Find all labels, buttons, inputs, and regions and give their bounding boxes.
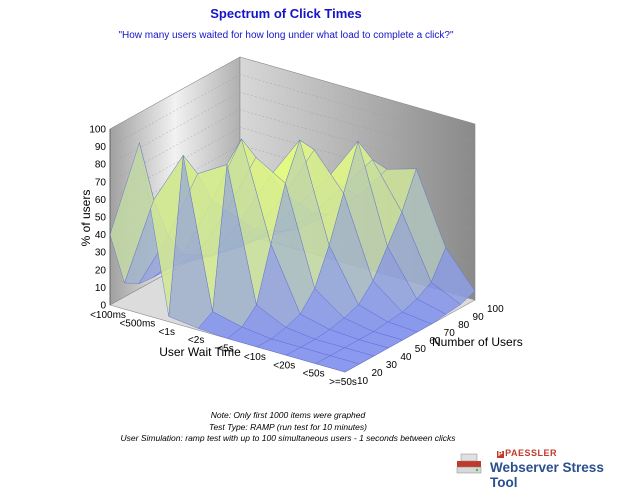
company-logo: P PAESSLER (497, 448, 558, 458)
y-tick-label: 60 (429, 336, 441, 347)
z-axis-label: % of users (79, 190, 93, 247)
product-name: Webserver Stress Tool (490, 460, 604, 490)
x-tick-label: <10s (244, 352, 266, 363)
x-tick-label: <5s (217, 344, 233, 355)
x-tick-label: <50s (303, 369, 325, 380)
y-axis-label: Number of Users (432, 335, 523, 349)
y-tick-label: 40 (400, 352, 412, 363)
surface (109, 138, 476, 373)
server-icon (456, 453, 482, 474)
x-tick-label: >=50s (329, 377, 357, 388)
y-tick-label: 30 (386, 360, 398, 371)
chart-subtitle: "How many users waited for how long unde… (118, 30, 454, 41)
z-tick-label: 100 (89, 125, 106, 136)
z-tick-label: 60 (95, 195, 107, 206)
x-tick-label: <500ms (119, 318, 155, 329)
y-tick-label: 20 (371, 368, 383, 379)
z-tick-label: 0 (100, 301, 106, 312)
y-tick-label: 10 (357, 376, 369, 387)
chart-notes: Note: Only first 1000 items were graphed… (0, 410, 576, 445)
y-tick-label: 50 (415, 344, 427, 355)
y-tick-label: 90 (473, 312, 485, 323)
x-tick-label: <2s (188, 335, 204, 346)
x-ticks: <100ms<500ms <1s <2s <5s <10s <20s <50s >=50s (90, 310, 357, 388)
gridline (109, 74, 476, 147)
z-tick-label: 30 (95, 248, 107, 259)
x-tick-label: <100ms (90, 310, 126, 321)
gridline (109, 127, 476, 200)
z-tick-label: 20 (95, 265, 107, 276)
gridline (109, 109, 476, 182)
z-tick-label: 90 (95, 142, 107, 153)
z-tick-label: 50 (95, 213, 107, 224)
z-tick-label: 10 (95, 283, 107, 294)
gridline (109, 91, 476, 165)
surface-cell (109, 141, 155, 284)
y-tick-label: 100 (487, 304, 504, 315)
x-tick-label: <20s (273, 360, 295, 371)
y-tick-label: 70 (444, 328, 456, 339)
note-test-type: Test Type: RAMP (run test for 10 minutes… (209, 421, 367, 432)
note-user-simulation: User Simulation: ramp test with up to 10… (120, 433, 456, 443)
y-tick-label: 80 (458, 320, 470, 331)
chart-title: Spectrum of Click Times (210, 6, 362, 21)
z-tick-label: 70 (95, 177, 107, 188)
note-items-graphed: Note: Only first 1000 items were graphed (210, 410, 366, 420)
x-tick-label: <1s (159, 327, 175, 338)
gridline (109, 56, 476, 130)
z-tick-label: 40 (95, 230, 107, 241)
x-axis-label: User Wait Time (159, 345, 241, 359)
z-tick-label: 80 (95, 160, 107, 171)
z-ticks: 0 10 20 30 40 50 60 70 80 90 100 (89, 125, 106, 312)
